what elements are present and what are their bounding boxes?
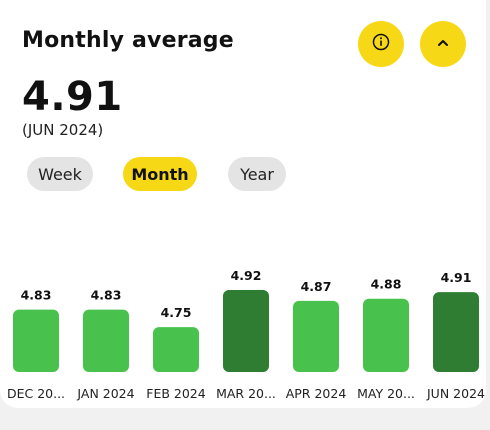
bar-1[interactable] xyxy=(83,309,129,372)
bar-value-label: 4.88 xyxy=(371,277,402,292)
info-button[interactable] xyxy=(358,21,404,67)
bar-6[interactable] xyxy=(433,292,479,372)
collapse-button[interactable] xyxy=(420,21,466,67)
bar-3[interactable] xyxy=(223,290,269,372)
bar-value-label: 4.75 xyxy=(161,305,192,320)
category-label: JAN 2024 xyxy=(76,386,134,401)
tab-month[interactable]: Month xyxy=(123,157,197,191)
tab-year[interactable]: Year xyxy=(228,157,286,191)
average-period: (JUN 2024) xyxy=(22,121,104,139)
category-label: MAR 20... xyxy=(216,386,276,401)
bar-value-label: 4.91 xyxy=(441,270,472,285)
card-title: Monthly average xyxy=(22,28,234,53)
bar-4[interactable] xyxy=(293,300,339,372)
bar-value-label: 4.92 xyxy=(231,268,262,283)
bar-0[interactable] xyxy=(13,309,59,372)
monthly-bar-chart: 4.83 DEC 20... 4.83 JAN 2024 4.75 FEB 2024 4.9… xyxy=(7,268,485,401)
bar-value-label: 4.87 xyxy=(301,279,332,294)
chevron-up-icon xyxy=(436,35,450,54)
bar-5[interactable] xyxy=(363,298,409,372)
bar-value-label: 4.83 xyxy=(21,288,52,303)
bar-2[interactable] xyxy=(153,327,199,372)
category-label: DEC 20... xyxy=(7,386,65,401)
category-label: APR 2024 xyxy=(286,386,347,401)
info-icon xyxy=(372,33,390,55)
monthly-average-card: Monthly average 4.91 (JUN 2024) Week Mon… xyxy=(0,0,486,408)
category-label: MAY 20... xyxy=(357,386,415,401)
category-label: FEB 2024 xyxy=(146,386,205,401)
category-label: JUN 2024 xyxy=(426,386,485,401)
average-value: 4.91 xyxy=(22,74,123,120)
tab-week[interactable]: Week xyxy=(27,157,93,191)
bar-value-label: 4.83 xyxy=(91,288,122,303)
